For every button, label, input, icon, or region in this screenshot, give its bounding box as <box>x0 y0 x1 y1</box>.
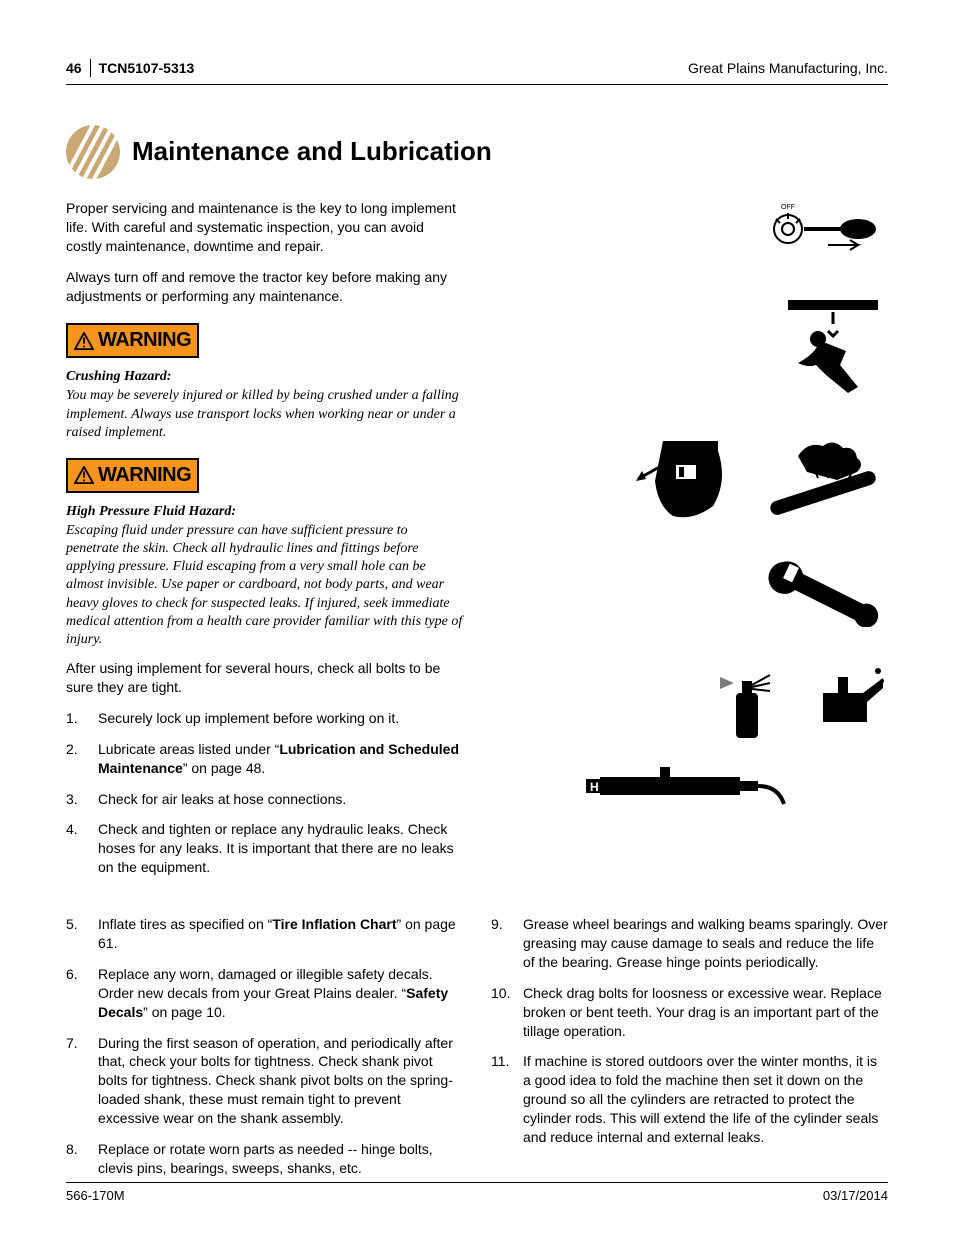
svg-text:OFF: OFF <box>781 204 795 211</box>
right-column-lower: Grease wheel bearings and walking beams … <box>491 907 888 1190</box>
step-item: Replace or rotate worn parts as needed -… <box>66 1140 463 1178</box>
fluid-injection-icon <box>758 436 888 516</box>
cross-reference: Lubrication and Scheduled Maintenance <box>98 741 459 776</box>
hazard-text: Escaping fluid under pressure can have s… <box>66 522 463 649</box>
step-item: Lubricate areas listed under “Lubricatio… <box>66 740 463 778</box>
svg-text:H: H <box>590 780 599 794</box>
grease-gun-icon: H <box>580 759 800 809</box>
step-item: Securely lock up implement before workin… <box>66 709 463 728</box>
hazard-title: Crushing Hazard: <box>66 368 463 387</box>
footer-left: 566-170M <box>66 1187 125 1205</box>
logo-icon <box>66 125 120 179</box>
steps-list-top: Securely lock up implement before workin… <box>66 709 463 877</box>
hazard-title: High Pressure Fluid Hazard: <box>66 503 463 522</box>
oil-can-icon <box>798 663 888 733</box>
intro-paragraph: Always turn off and remove the tractor k… <box>66 268 463 306</box>
header-divider <box>90 59 91 77</box>
step-item: If machine is stored outdoors over the w… <box>491 1052 888 1146</box>
right-column-upper: OFF <box>491 199 888 889</box>
wrench-icon <box>768 557 888 627</box>
post-warning-text: After using implement for several hours,… <box>66 659 463 697</box>
page-header: 46 TCN5107-5313 Great Plains Manufacturi… <box>66 58 888 78</box>
warning-badge: WARNING <box>66 323 199 358</box>
cross-reference: Safety Decals <box>98 985 448 1020</box>
step-item: Inflate tires as specified on “Tire Infl… <box>66 915 463 953</box>
step-item: Grease wheel bearings and walking beams … <box>491 915 888 972</box>
hazard-text: You may be severely injured or killed by… <box>66 387 463 442</box>
crushing-hazard-icon <box>778 295 888 395</box>
steps-list-bottom-left: Inflate tires as specified on “Tire Infl… <box>66 915 463 1178</box>
step-item: Replace any worn, damaged or illegible s… <box>66 965 463 1022</box>
left-column-lower: Inflate tires as specified on “Tire Infl… <box>66 907 463 1190</box>
key-off-icon: OFF <box>768 199 888 259</box>
warning-label: WARNING <box>98 462 191 489</box>
doc-code: TCN5107-5313 <box>99 59 195 78</box>
steps-list-right: Grease wheel bearings and walking beams … <box>491 915 888 1147</box>
header-rule <box>66 84 888 85</box>
footer-right: 03/17/2014 <box>823 1187 888 1205</box>
company-name: Great Plains Manufacturing, Inc. <box>688 59 888 78</box>
header-left: 46 TCN5107-5313 <box>66 59 194 78</box>
face-shield-icon <box>628 431 738 521</box>
step-item: Check drag bolts for loosness or excessi… <box>491 984 888 1041</box>
left-column-upper: Proper servicing and maintenance is the … <box>66 199 463 889</box>
warning-badge: WARNING <box>66 458 199 493</box>
page-number: 46 <box>66 59 82 78</box>
spray-can-icon <box>718 663 778 743</box>
warning-label: WARNING <box>98 327 191 354</box>
step-item: During the first season of operation, an… <box>66 1034 463 1128</box>
section-title: Maintenance and Lubrication <box>132 134 492 169</box>
footer-rule <box>66 1182 888 1183</box>
cross-reference: Tire Inflation Chart <box>272 916 396 932</box>
step-item: Check for air leaks at hose connections. <box>66 790 463 809</box>
section-title-row: Maintenance and Lubrication <box>66 125 888 179</box>
page-footer: 566-170M 03/17/2014 <box>66 1187 888 1205</box>
intro-paragraph: Proper servicing and maintenance is the … <box>66 199 463 256</box>
step-item: Check and tighten or replace any hydraul… <box>66 820 463 877</box>
